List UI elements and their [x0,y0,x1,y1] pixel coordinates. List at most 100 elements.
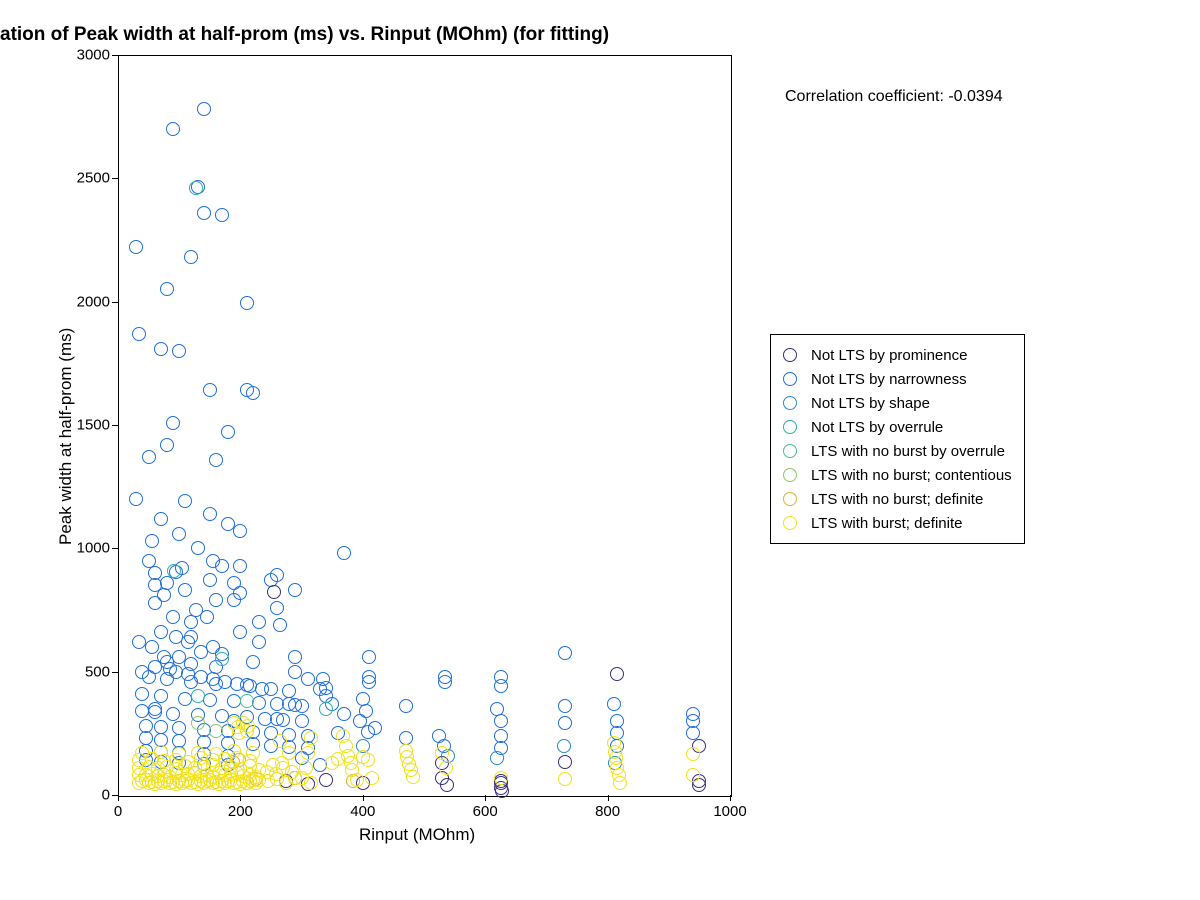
data-point [184,250,198,264]
data-point [267,585,281,599]
x-tick [118,795,119,801]
y-tick [112,672,118,673]
data-point [166,707,180,721]
legend-marker-icon [783,468,797,482]
data-point [166,122,180,136]
data-point [246,746,260,760]
data-point [301,746,315,760]
legend-item: Not LTS by prominence [783,343,1012,367]
data-point [215,652,229,666]
data-point [160,282,174,296]
data-point [241,719,255,733]
legend-item: LTS with burst; definite [783,511,1012,535]
data-point [142,450,156,464]
x-tick-label: 1000 [713,803,746,820]
data-point [166,610,180,624]
data-point [558,646,572,660]
y-axis-label: Peak width at half-prom (ms) [56,328,76,545]
data-point [227,593,241,607]
data-point [494,679,508,693]
legend-item: LTS with no burst; contentious [783,463,1012,487]
data-point [252,635,266,649]
data-point [132,327,146,341]
data-point [273,734,287,748]
legend-marker-icon [783,372,797,386]
data-point [203,383,217,397]
data-point [557,739,571,753]
data-point [295,699,309,713]
data-point [246,655,260,669]
data-point [295,714,309,728]
data-point [194,645,208,659]
y-tick-label: 1500 [70,417,110,434]
data-point [613,776,627,790]
legend-marker-icon [783,348,797,362]
data-point [337,546,351,560]
legend: Not LTS by prominence Not LTS by narrowne… [770,334,1025,544]
data-point [337,707,351,721]
data-point [686,747,700,761]
data-point [304,731,318,745]
legend-marker-icon [783,516,797,530]
x-tick [485,795,486,801]
data-point [135,687,149,701]
data-point [368,721,382,735]
data-point [166,416,180,430]
data-point [160,438,174,452]
data-point [206,554,220,568]
data-point [288,650,302,664]
legend-marker-icon [783,444,797,458]
y-tick [112,55,118,56]
data-point [154,745,168,759]
x-tick [363,795,364,801]
legend-item: Not LTS by shape [783,391,1012,415]
legend-marker-icon [783,420,797,434]
data-point [221,425,235,439]
legend-label: Not LTS by shape [811,395,930,412]
data-point [558,699,572,713]
x-tick [240,795,241,801]
data-point [288,583,302,597]
data-point [145,640,159,654]
legend-label: Not LTS by narrowness [811,371,967,388]
data-point [435,746,449,760]
data-point [399,699,413,713]
data-point [252,615,266,629]
x-tick [608,795,609,801]
data-point [178,494,192,508]
data-point [129,492,143,506]
data-point [558,716,572,730]
data-point [163,662,177,676]
x-tick [730,795,731,801]
data-point [148,660,162,674]
data-point [240,296,254,310]
data-point [406,770,420,784]
data-point [350,773,364,787]
data-point [191,689,205,703]
data-point [246,386,260,400]
data-point [282,697,296,711]
data-point [203,507,217,521]
data-point [233,625,247,639]
data-point [233,524,247,538]
y-tick-label: 2000 [70,293,110,310]
data-point [362,650,376,664]
data-point [209,453,223,467]
data-point [494,714,508,728]
y-tick-label: 2500 [70,170,110,187]
data-point [172,747,186,761]
data-point [197,102,211,116]
x-tick-label: 200 [228,803,253,820]
data-point [361,753,375,767]
data-point [135,746,149,760]
legend-label: LTS with no burst; definite [811,491,983,508]
y-tick [112,178,118,179]
y-tick-label: 0 [70,787,110,804]
correlation-text: Correlation coefficient: -0.0394 [785,88,1003,106]
x-tick-label: 600 [473,803,498,820]
y-tick-label: 3000 [70,47,110,64]
data-point [558,772,572,786]
data-point [129,240,143,254]
data-point [189,181,203,195]
x-axis-label: Rinput (MOhm) [359,825,475,845]
